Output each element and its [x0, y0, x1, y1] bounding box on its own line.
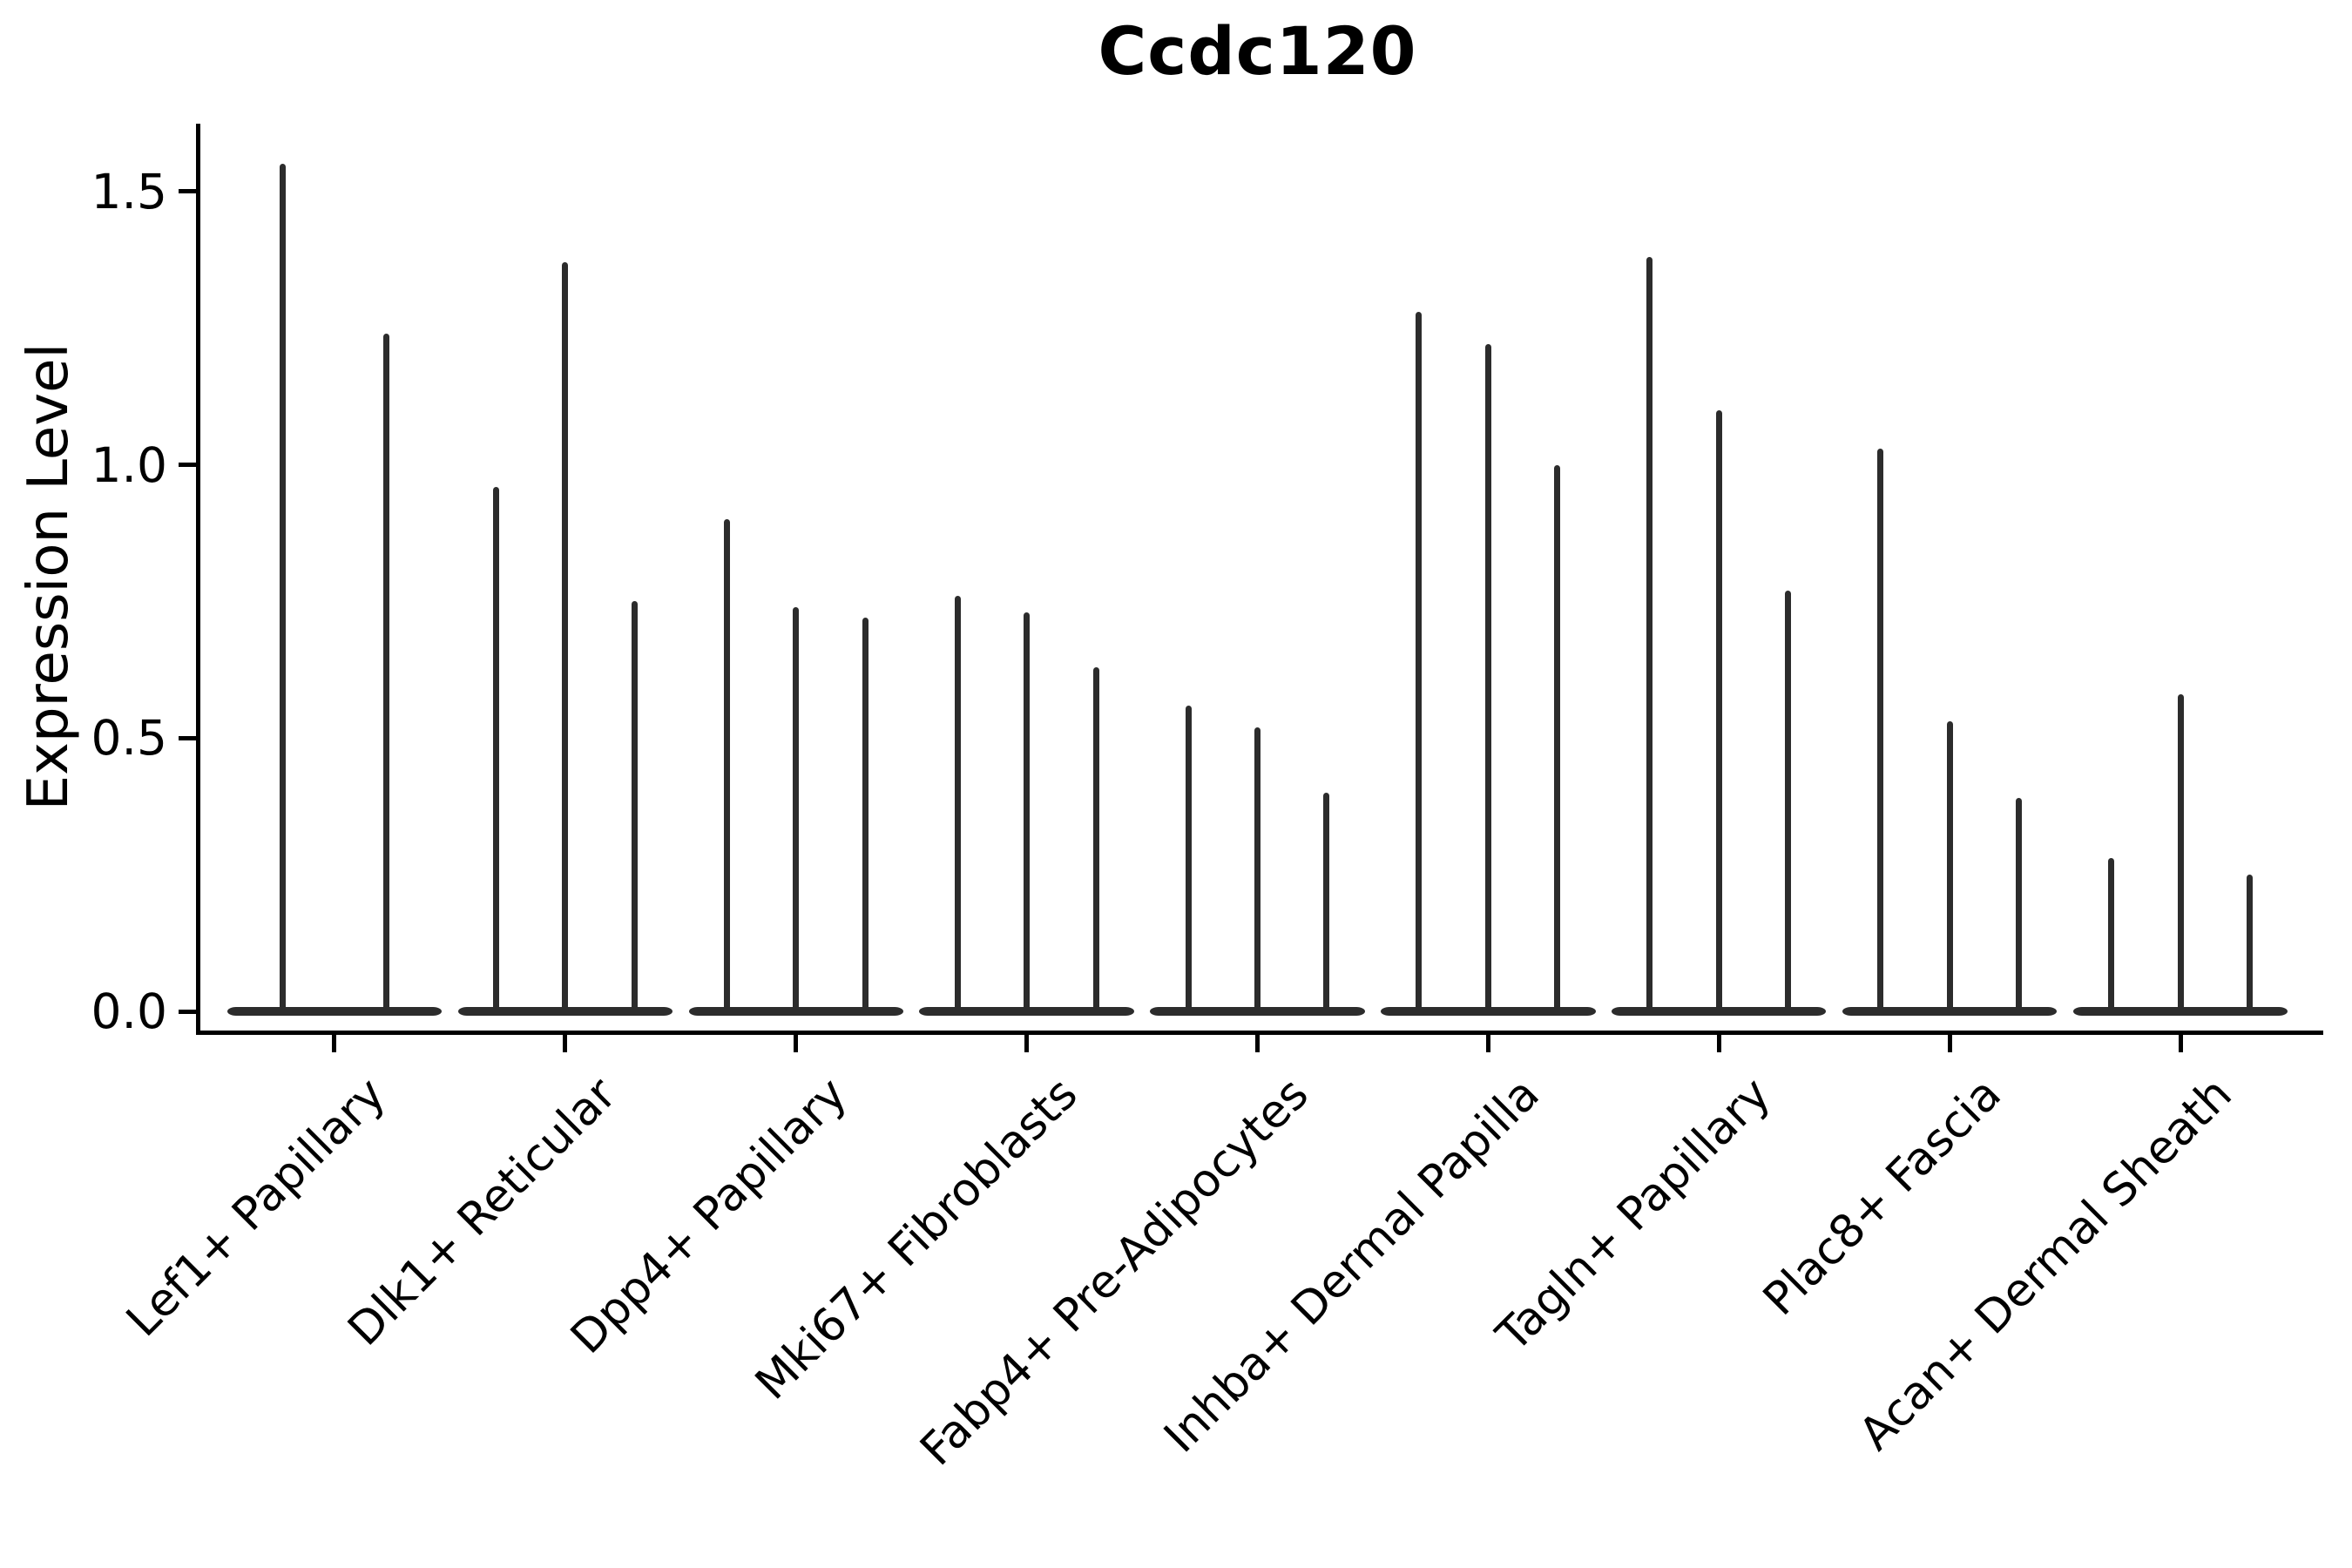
violin-spike [1554, 464, 1561, 1013]
violin-spike [1946, 721, 1953, 1013]
y-axis-tick-label: 0.5 [91, 710, 167, 767]
violin-spike [383, 333, 390, 1013]
y-axis-tick-mark [179, 463, 196, 467]
violin-spike [279, 164, 286, 1013]
x-axis-tick-mark [794, 1035, 799, 1052]
violin-spike [793, 606, 800, 1013]
violin-spike [2177, 694, 2184, 1013]
y-axis-tick-label: 0.0 [91, 983, 167, 1039]
violin-spike [1323, 793, 1330, 1013]
y-axis-tick-mark [179, 189, 196, 194]
violin-spike [631, 601, 638, 1013]
violin-spike [1785, 590, 1792, 1013]
x-axis-category-label: Inhba+ Dermal Papilla [1154, 1068, 1550, 1463]
x-axis-category-label: Plac8+ Fascia [1753, 1068, 2011, 1326]
violin-spike [723, 519, 730, 1013]
violin-spike [1877, 448, 1884, 1013]
violin-spike [1416, 311, 1423, 1013]
violin-spike [1254, 727, 1260, 1013]
violin-spike [1092, 666, 1099, 1013]
violin-spike [1185, 705, 1192, 1013]
violin-spike [1715, 409, 1722, 1013]
y-axis-tick-label: 1.5 [91, 163, 167, 220]
violin-spike [492, 486, 499, 1013]
x-axis-tick-mark [1255, 1035, 1260, 1052]
chart-title: Ccdc120 [1098, 12, 1417, 90]
x-axis-tick-mark [1024, 1035, 1030, 1052]
x-axis-category-label: Fabp4+ Pre-Adipocytes [910, 1068, 1319, 1477]
violin-spike [1646, 257, 1653, 1013]
violin-spike [2016, 798, 2023, 1013]
x-axis-tick-mark [332, 1035, 337, 1052]
violin-spike [562, 262, 569, 1013]
x-axis-tick-mark [1947, 1035, 1952, 1052]
violin-spike [1484, 344, 1491, 1013]
plot-area [196, 124, 2323, 1035]
violin-spike [954, 596, 961, 1013]
y-axis-label: Expression Level [17, 342, 81, 811]
violin-spike [1024, 612, 1031, 1013]
x-axis-tick-mark [2178, 1035, 2183, 1052]
violin-base [226, 1007, 443, 1016]
y-axis-tick-mark [179, 735, 196, 740]
violin-spike [2108, 858, 2115, 1013]
x-axis-tick-mark [563, 1035, 568, 1052]
x-axis-tick-mark [1716, 1035, 1721, 1052]
violin-spike [2247, 875, 2254, 1013]
violin-spike [862, 618, 868, 1013]
x-axis-category-label: Acan+ Dermal Sheath [1848, 1068, 2242, 1461]
x-axis-tick-mark [1485, 1035, 1490, 1052]
y-axis-tick-mark [179, 1009, 196, 1014]
y-axis-tick-label: 1.0 [91, 436, 167, 493]
